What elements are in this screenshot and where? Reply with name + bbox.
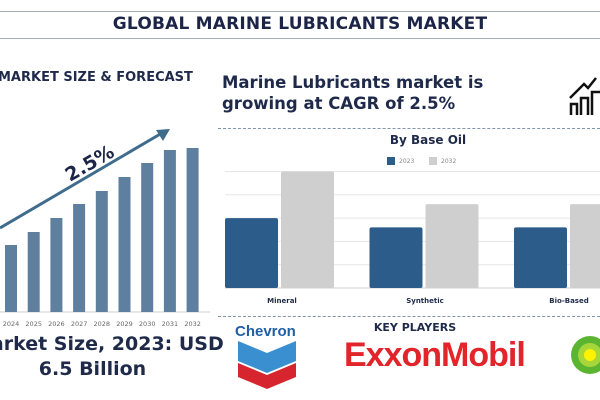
tick-label: 2026: [48, 320, 65, 328]
bar-bio-based-2032: [570, 204, 600, 288]
title-rule-top: [0, 11, 600, 12]
bar-mineral-2032: [281, 171, 334, 288]
chevron-logo-text: Chevron: [235, 323, 296, 340]
bar-2027: [73, 204, 86, 312]
bar-synthetic-2032: [425, 204, 479, 288]
tick-label: 2030: [139, 320, 156, 328]
bar-bio-based-2023: [514, 227, 567, 288]
base-oil-chart-title: By Base Oil: [389, 133, 467, 147]
tick-label: 2025: [25, 320, 42, 328]
tick-label: 2029: [116, 320, 133, 328]
tick-label: 2028: [94, 320, 111, 328]
legend-label: 2032: [441, 157, 457, 165]
exxonmobil-logo: ExxonMobil: [344, 336, 526, 374]
base-oil-chart: [225, 171, 600, 289]
divider-top: [218, 128, 600, 129]
market-size-line2: 6.5 Billion: [38, 358, 147, 380]
divider-bottom: [218, 316, 600, 317]
market-forecast-heading: MARKET SIZE & FORECAST: [0, 70, 193, 85]
bp-logo: [571, 336, 600, 374]
trend-arrow: [0, 131, 163, 230]
house-growth-chart-icon: [569, 77, 600, 115]
bar-2024: [5, 245, 17, 312]
bar-2028: [95, 191, 108, 312]
title-rule-bottom: [0, 38, 600, 39]
bar-2030: [141, 163, 154, 312]
bar-2031: [163, 150, 176, 312]
tick-label: 2024: [3, 320, 20, 328]
tick-label: 2027: [71, 320, 88, 328]
arrow-head: [156, 129, 170, 141]
cagr-heading: Marine Lubricants market is growing at C…: [222, 73, 484, 113]
market-size-line1: Market Size, 2023: USD: [0, 333, 224, 355]
cagr-annotation: 2.5%: [62, 141, 119, 186]
legend-2023: 2023: [387, 157, 414, 165]
bar-2032: [186, 148, 199, 312]
bar-2026: [50, 218, 63, 312]
bar-2025: [27, 232, 40, 312]
market-forecast-chart: 2024 2025 2026 2027 2028 2029 2030 2031 2032 2.5%: [0, 129, 210, 328]
legend-2032: 2032: [429, 157, 456, 165]
legend-label: 2023: [399, 157, 415, 165]
tick-label: 2031: [162, 320, 179, 328]
page-title: GLOBAL MARINE LUBRICANTS MARKET: [112, 14, 488, 34]
bar-synthetic-2023: [369, 227, 423, 288]
bar-mineral-2023: [225, 218, 278, 288]
bar-2029: [118, 177, 131, 312]
tick-label: 2032: [184, 320, 201, 328]
category-label: Mineral: [267, 297, 297, 305]
chevron-logo: [238, 341, 296, 389]
key-players-label: KEY PLAYERS: [373, 321, 457, 334]
category-label: Bio-Based: [549, 297, 589, 305]
category-label: Synthetic: [406, 297, 444, 305]
